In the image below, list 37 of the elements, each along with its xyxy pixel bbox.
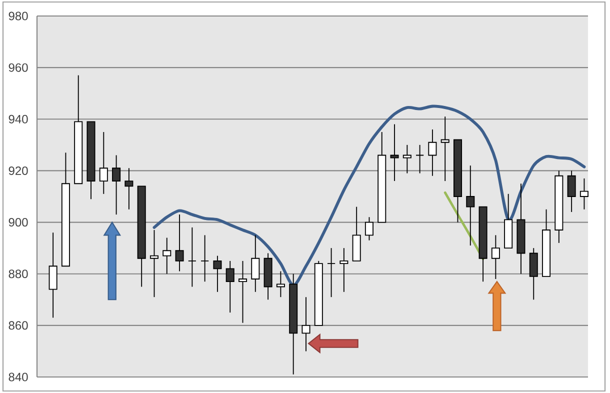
y-tick-label: 940	[8, 114, 28, 124]
candlestick	[416, 144, 424, 174]
y-tick-label: 960	[8, 63, 28, 72]
candlestick	[251, 234, 260, 292]
candlestick	[327, 248, 336, 298]
candlestick	[364, 216, 374, 241]
candlestick	[276, 270, 285, 298]
line-series	[444, 191, 484, 260]
candlestick	[200, 234, 210, 282]
y-tick-label: 920	[8, 166, 28, 175]
y-tick-label: 900	[8, 218, 28, 227]
candlestick	[99, 132, 108, 194]
candlestick	[390, 124, 399, 182]
candlestick	[213, 255, 222, 292]
candlestick	[48, 232, 58, 318]
candlestick	[175, 214, 184, 272]
candlestick	[402, 144, 412, 174]
candlestick	[428, 128, 437, 176]
candlestick	[340, 248, 348, 292]
candlestick	[150, 230, 158, 298]
candlestick	[302, 296, 310, 352]
candlestick	[162, 237, 172, 274]
candlestick	[124, 168, 134, 210]
y-tick-label: 880	[8, 270, 28, 278]
candlestick	[440, 116, 450, 182]
candlestick	[491, 234, 500, 280]
candlestick	[226, 260, 234, 314]
candlestick	[580, 178, 588, 210]
y-tick-label: 980	[8, 12, 28, 20]
candlestick	[567, 170, 576, 212]
candlestick	[529, 248, 538, 300]
candlestick	[188, 226, 196, 288]
candlestick	[466, 165, 475, 246]
candlestick	[238, 260, 248, 324]
candlestick	[112, 154, 121, 216]
y-tick-label: 860	[8, 321, 28, 330]
y-tick-label: 840	[8, 372, 28, 382]
